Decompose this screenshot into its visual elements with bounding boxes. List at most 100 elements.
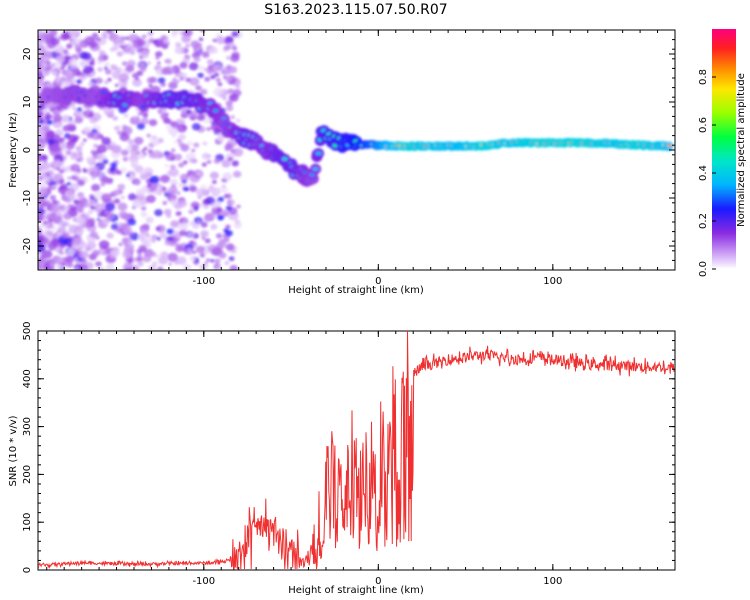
spectrogram-noise-blob [206,127,212,131]
spectrogram-noise-blob [210,223,218,230]
spectrogram-noise-blob [123,226,133,234]
spectrogram-noise-blob [137,234,145,241]
spectrogram-noise-blob [67,176,72,180]
spectrogram-noise-blob [53,114,63,123]
spectrogram-noise-blob [214,258,221,264]
spectrogram-noise-blob [90,149,97,155]
spectrogram-noise-blob [206,258,211,262]
spectrogram-noise-blob [48,30,57,35]
spectrogram-noise-blob [105,202,116,212]
spectrogram-noise-blob [174,243,180,248]
spectrogram-noise-blob [221,159,231,168]
spectrogram-noise-blob [204,76,211,82]
spectrogram-noise-blob [56,105,63,111]
spectrogram-noise-blob [168,126,178,136]
spectrogram-noise-blob [70,156,75,160]
x-tick-label: -100 [192,576,215,587]
spectrogram-noise-blob [121,250,132,259]
spectrogram-noise-blob [79,51,89,60]
spectrogram-noise-blob [157,107,167,115]
spectrogram-noise-blob [213,158,220,164]
spectrogram-noise-blob [147,31,154,36]
spectrogram-noise-blob [38,44,45,53]
spectrogram-noise-blob [178,183,182,187]
spectrogram-noise-blob [76,225,83,231]
spectrogram-noise-blob [233,221,242,229]
spectrogram-noise-blob [55,264,63,270]
spectrogram-noise-blob [149,175,159,184]
spectrogram-noise-blob [225,105,234,112]
spectrogram-ridge-core [666,144,672,148]
spectrogram-noise-blob [189,185,198,193]
spectrogram-noise-blob [160,251,169,258]
spectrogram-noise-blob [118,242,123,247]
spectrogram-noise-blob [157,267,163,270]
spectrogram-noise-blob [128,193,137,201]
spectrogram-noise-blob [161,35,167,41]
spectrogram-noise-blob [191,123,201,131]
spectrogram-noise-blob [189,240,194,245]
spectrogram-noise-blob [82,168,88,173]
spectrogram-noise-blob [127,139,134,145]
spectrogram-noise-blob [111,30,116,33]
spectrogram-ridge-core [312,167,319,171]
spectrogram-noise-blob [155,226,161,231]
spectrogram-noise-blob [173,140,178,144]
spectrogram-noise-blob [83,65,94,75]
spectrogram-noise-blob [62,148,67,152]
colorbar-label: Normalized spectral amplitude [736,73,747,227]
spectrogram-noise-blob [82,127,91,134]
spectrogram-noise-blob [69,183,80,192]
spectrogram-noise-blob [88,41,98,49]
x-tick-label: 100 [543,276,562,287]
spectrogram-noise-blob [55,55,66,63]
spectrogram-noise-blob [220,186,228,193]
spectrogram-noise-blob [91,131,102,141]
spectrogram-noise-blob [50,37,60,46]
spectrogram-noise-blob [175,42,182,48]
spectrogram-noise-blob [114,83,119,87]
spectrogram-noise-blob [132,72,139,79]
spectrogram-noise-blob [164,164,169,168]
spectrogram-noise-blob [142,223,150,230]
spectrogram-noise-blob [189,221,195,226]
y-tick-label: 20 [22,48,33,61]
spectrogram-noise-blob [149,251,157,257]
spectrogram-noise-blob [217,82,223,87]
spectrogram-noise-blob [86,241,97,250]
spectrogram-noise-blob [231,30,239,38]
x-tick-label: 100 [543,576,562,587]
spectrogram-noise-blob [230,54,240,63]
spectrogram-noise-blob [168,262,172,266]
spectrogram-noise-blob [144,234,154,243]
spectrogram-noise-blob [91,183,101,192]
spectrogram-noise-blob [205,196,215,205]
spectrogram-noise-blob [59,250,64,255]
spectrogram-noise-blob [147,61,151,65]
spectrogram-noise-blob [165,125,170,129]
spectrogram-noise-blob [173,153,183,161]
spectrogram-noise-blob [38,119,44,125]
spectrogram-noise-blob [224,261,230,265]
spectrogram-noise-blob [58,204,65,211]
spectrogram-noise-blob [119,223,126,229]
spectrogram-noise-blob [157,77,166,84]
spectrogram-noise-blob [179,218,184,223]
spectrogram-noise-blob [218,140,223,144]
spectrogram-noise-blob [170,220,179,228]
spectrogram-noise-blob [148,265,156,270]
snr-series-line [38,331,675,570]
spectrogram-noise-blob [100,182,106,187]
spectrogram-noise-blob [193,142,200,148]
spectrogram-noise-blob [235,84,241,89]
spectrogram-noise-blob [155,51,163,58]
spectrogram-noise-blob [47,138,55,145]
snr-panel: -100 0 100 0 100 200 300 400 500 Height of strai… [8,321,676,596]
spectrogram-noise-blob [77,179,85,186]
spectrogram-noise-blob [66,43,73,49]
y-tick-label: 400 [22,369,33,388]
spectrogram-noise-blob [38,73,45,81]
spectrogram-noise-blob [101,193,112,203]
spectrogram-noise-blob [98,171,105,177]
spectrogram-noise-blob [70,163,81,172]
